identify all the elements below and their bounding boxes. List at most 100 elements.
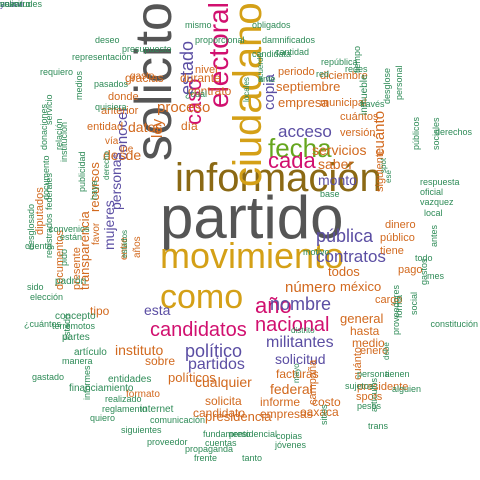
cloud-word: pago xyxy=(398,264,423,276)
cloud-word: reglamento xyxy=(102,404,148,414)
cloud-word: personal xyxy=(394,65,404,100)
cloud-word: deseo xyxy=(95,35,120,45)
cloud-word: convenios xyxy=(49,224,90,234)
cloud-word: información xyxy=(175,156,382,200)
cloud-word: proveedores xyxy=(391,284,401,335)
cloud-word: sociales xyxy=(431,117,441,150)
cloud-word: navarro xyxy=(0,0,31,9)
cloud-word: costo xyxy=(312,395,341,409)
cloud-word: pido xyxy=(59,248,69,266)
cloud-word: siguientes xyxy=(121,425,162,435)
cloud-word: políticos xyxy=(168,370,216,385)
cloud-word: fundamento xyxy=(203,429,251,439)
cloud-word: respuesta xyxy=(420,177,460,187)
cloud-word: informes xyxy=(82,365,92,400)
cloud-word: spot xyxy=(379,157,388,173)
cloud-word: acceso xyxy=(278,122,332,141)
cloud-word: vazquez xyxy=(420,197,454,207)
cloud-word: publicidad xyxy=(77,151,87,192)
cloud-word: partes xyxy=(62,332,90,343)
cloud-word: sobre xyxy=(145,354,176,368)
cloud-word: formato xyxy=(126,389,160,400)
cloud-word: estados xyxy=(120,229,129,258)
cloud-word: medio xyxy=(352,336,385,350)
cloud-word: manera xyxy=(62,356,93,366)
cloud-word: pasados xyxy=(94,79,129,89)
cloud-word: datos xyxy=(128,119,163,135)
cloud-word: presidencial xyxy=(229,429,278,439)
cloud-word: militantes xyxy=(266,334,334,351)
cloud-word: oaxaca xyxy=(300,405,339,419)
cloud-word: enero xyxy=(360,345,389,357)
cloud-word: documento xyxy=(41,155,51,200)
cloud-word: cuántos xyxy=(340,111,379,123)
cloud-word: facturas xyxy=(276,367,319,381)
cloud-word: hasta xyxy=(350,324,380,338)
cloud-word: están xyxy=(60,232,83,242)
cloud-word: vía xyxy=(105,136,119,147)
cloud-word: cargo xyxy=(375,294,403,306)
cloud-word: servicios xyxy=(312,142,367,158)
cloud-word: oficial xyxy=(420,187,444,197)
cloud-word: trans xyxy=(368,421,389,431)
cloud-word: general xyxy=(340,311,384,326)
cloud-word: alguien xyxy=(392,384,422,394)
cloud-word: gastado xyxy=(32,372,65,382)
cloud-word: gracias xyxy=(125,71,164,85)
cloud-word: presidente xyxy=(357,381,409,393)
cloud-word: años xyxy=(132,236,143,258)
cloud-word: contratos xyxy=(316,247,386,266)
cloud-word: acuerdo xyxy=(256,53,265,82)
cloud-word: financiamiento xyxy=(69,383,134,394)
cloud-word: esta xyxy=(144,302,171,318)
cloud-word: redes xyxy=(345,64,368,74)
cloud-word: derecho xyxy=(102,151,111,180)
cloud-word: fecha xyxy=(268,133,332,163)
cloud-word: propaganda xyxy=(185,444,234,454)
cloud-word: ine xyxy=(120,144,134,155)
cloud-word: nombre xyxy=(270,294,332,314)
cloud-word: derechos xyxy=(435,127,473,137)
cloud-word: realizado xyxy=(105,394,142,404)
cloud-word: periodo xyxy=(278,66,315,78)
cloud-word: político xyxy=(185,341,243,361)
cloud-word: gasto xyxy=(130,71,155,82)
cloud-word: solicitud xyxy=(275,351,326,367)
cloud-word: ¿cuál xyxy=(185,89,208,99)
cloud-word: elección xyxy=(30,292,64,302)
cloud-word: todos xyxy=(328,264,360,279)
cloud-word: red xyxy=(316,69,330,79)
cloud-word: versión xyxy=(340,127,376,139)
cloud-word: artículo xyxy=(74,347,107,358)
cloud-word: gastos xyxy=(419,258,429,285)
cloud-word: ante xyxy=(258,74,276,84)
cloud-word: todo xyxy=(415,253,433,263)
cloud-word: número xyxy=(285,279,336,296)
cloud-word: día xyxy=(181,119,198,133)
cloud-word: cada xyxy=(268,148,316,173)
cloud-word: cantidad xyxy=(275,47,310,57)
cloud-word: quiero xyxy=(90,413,116,423)
cloud-word: proporcional xyxy=(195,35,245,45)
cloud-word: mujeres xyxy=(101,200,117,250)
cloud-word: entidad xyxy=(87,121,124,133)
cloud-word: empresa xyxy=(278,95,329,110)
cloud-word: registrados xyxy=(44,213,54,258)
cloud-word: cuentas xyxy=(205,438,237,448)
cloud-word: méxico xyxy=(340,279,382,294)
cloud-word: proceso xyxy=(157,99,211,116)
cloud-word: mismo xyxy=(185,20,212,30)
cloud-word: damnificados xyxy=(262,35,316,45)
cloud-word: ¿cuántos xyxy=(24,319,62,329)
cloud-word: distrito xyxy=(291,326,315,335)
cloud-word: jóvenes xyxy=(275,440,307,450)
cloud-word: partidos xyxy=(188,356,245,373)
cloud-word: haya xyxy=(89,180,99,200)
cloud-word: municipal xyxy=(320,97,367,109)
cloud-word: sitios xyxy=(319,404,329,425)
cloud-word: concepto xyxy=(55,311,96,322)
cloud-word: empresas xyxy=(260,407,313,421)
cloud-word: presidencia xyxy=(205,409,272,424)
cloud-word: social xyxy=(409,291,419,315)
cloud-word: septiembre xyxy=(276,79,341,94)
